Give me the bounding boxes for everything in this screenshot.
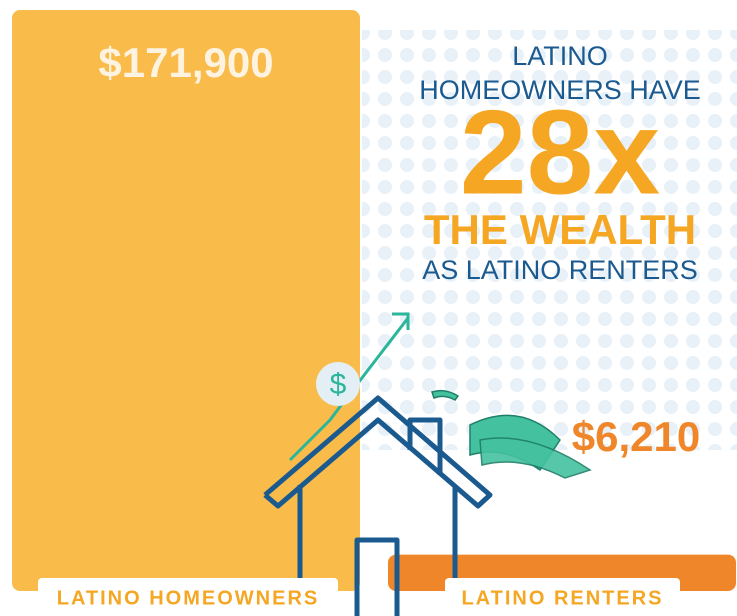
- growth-arrow: [288, 312, 410, 462]
- dot-pattern: [362, 30, 737, 450]
- headline-line: HOMEOWNERS HAVE: [419, 75, 701, 105]
- value-label: $171,900: [98, 39, 273, 86]
- svg-text:$: $: [330, 368, 347, 401]
- headline-emphasis: THE WEALTH: [424, 206, 696, 253]
- money-bills: [431, 389, 592, 479]
- dollar-icon: $: [316, 362, 360, 406]
- category-label-box: [445, 578, 680, 616]
- value-label: $6,210: [572, 413, 700, 460]
- headline: LATINO HOMEOWNERS HAVE 28x THE WEALTH AS…: [419, 41, 701, 285]
- headline-line: AS LATINO RENTERS: [422, 255, 698, 285]
- category-label-box: [38, 578, 338, 616]
- headline-line: LATINO: [512, 41, 608, 71]
- category-label: LATINO RENTERS: [461, 587, 663, 609]
- headline-emphasis: 28x: [460, 86, 660, 220]
- bar: [12, 10, 360, 591]
- category-label: LATINO HOMEOWNERS: [57, 587, 320, 609]
